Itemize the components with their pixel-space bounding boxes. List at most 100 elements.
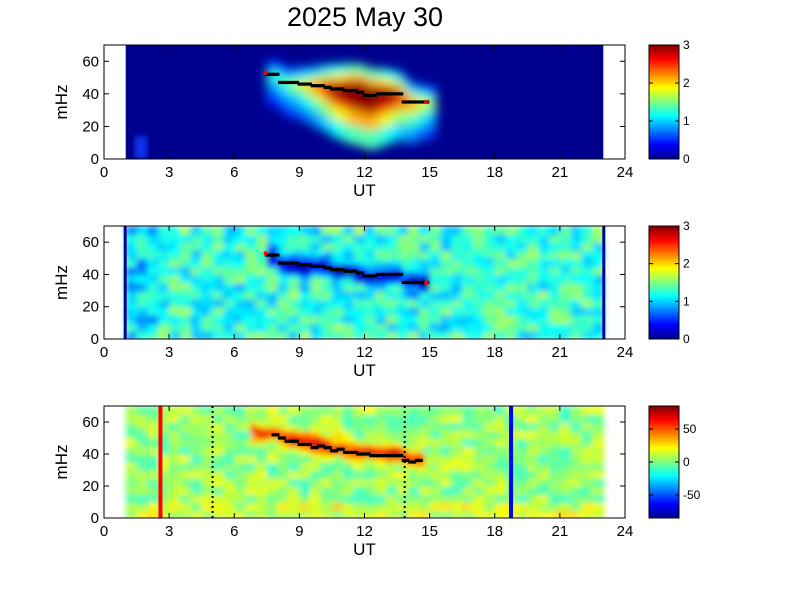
ridge-point [317, 84, 326, 88]
ridge-point [343, 89, 352, 93]
ridge-point [271, 433, 280, 437]
colorbar-gradient [648, 405, 680, 519]
colorbar-tick-label: 3 [683, 38, 690, 52]
ridge-point [382, 272, 391, 277]
ridge-point [349, 269, 358, 273]
normalized-field [125, 226, 605, 339]
ridge-point [356, 452, 365, 456]
ridge-endpoint [424, 280, 429, 285]
x-tick-label: 3 [165, 523, 173, 540]
ridge-point [343, 450, 352, 454]
ridge-markers [263, 251, 430, 285]
ridge-point [330, 267, 339, 272]
ridge-point [414, 100, 423, 104]
y-axis-label: mHz [52, 85, 71, 120]
ridge-point [304, 442, 313, 446]
y-tick-label: 40 [82, 266, 99, 283]
ridge-markers [271, 433, 423, 464]
ridge-point [304, 82, 313, 86]
colorbar-tick-label: 0 [683, 455, 690, 469]
y-axis-label: mHz [52, 265, 71, 300]
ridge-point [284, 439, 293, 443]
ridge-point [382, 454, 391, 458]
colorbar: 50 0 -50 [648, 405, 701, 519]
heatmap-area [104, 45, 625, 159]
ridge-point [264, 72, 273, 76]
data-start-edge [123, 226, 127, 339]
ridge-point [349, 89, 358, 93]
ridge-point [278, 261, 287, 265]
power-blob [266, 59, 437, 150]
x-tick-label: 21 [552, 523, 569, 540]
ridge-point [323, 85, 332, 89]
colorbar-tick-label: 1 [683, 114, 690, 128]
y-tick-label: 60 [82, 234, 99, 251]
difference-field [125, 406, 605, 518]
y-tick-label: 20 [82, 299, 99, 316]
x-tick-label: 15 [421, 523, 438, 540]
ridge-point [297, 442, 306, 446]
heatmap-area [104, 226, 625, 339]
ridge-point [343, 269, 352, 273]
x-tick-label: 21 [552, 164, 569, 181]
ridge-endpoint [263, 251, 268, 256]
x-tick-label: 0 [100, 523, 108, 540]
y-axis-label: mHz [52, 445, 71, 480]
ridge-point [297, 263, 306, 267]
colorbar: 0 1 2 3 [648, 219, 690, 346]
x-tick-label: 12 [356, 344, 373, 361]
data-end-edge [602, 226, 606, 339]
ridge-point [278, 436, 287, 440]
x-tick-label: 24 [617, 344, 634, 361]
ridge-point [395, 272, 404, 277]
y-tick-label: 20 [82, 478, 99, 495]
y-tick-label: 60 [82, 414, 99, 431]
ridge-point [284, 80, 293, 85]
ridge-point [395, 454, 404, 458]
ridge-point [395, 92, 404, 96]
colorbar-tick-label: 50 [683, 422, 697, 436]
heatmap-area [104, 406, 625, 518]
colorbar-tick-label: 2 [683, 76, 690, 90]
colorbar-tick-label: 1 [683, 294, 690, 308]
x-tick-label: 6 [230, 523, 238, 540]
ridge-point [297, 82, 306, 86]
ridge-point [356, 271, 365, 275]
end-line [509, 406, 514, 518]
ridge-point [317, 264, 326, 268]
ridge-point [362, 274, 371, 278]
x-axis-label: UT [353, 361, 376, 380]
ridge-point [278, 80, 287, 85]
ridge-point [291, 261, 300, 265]
y-tick-label: 0 [91, 151, 99, 168]
y-tick-label: 20 [82, 118, 99, 135]
x-tick-label: 12 [356, 164, 373, 181]
ridge-point [388, 92, 397, 96]
x-tick-label: 3 [165, 164, 173, 181]
x-tick-label: 3 [165, 344, 173, 361]
x-tick-label: 21 [552, 344, 569, 361]
ridge-point [408, 280, 417, 285]
colorbar-gradient [648, 225, 680, 340]
ridge-point [336, 447, 345, 451]
x-tick-label: 18 [486, 523, 503, 540]
ridge-point [362, 452, 371, 456]
ridge-point [362, 93, 371, 98]
y-tick-label: 40 [82, 446, 99, 463]
x-tick-label: 24 [617, 523, 634, 540]
start-line [158, 406, 163, 518]
ridge-point [304, 263, 313, 267]
y-tick-label: 40 [82, 86, 99, 103]
chart-panel-3: 0 3 6 9 12 15 18 21 24 0 20 40 60 UT mHz 50 0 -50 [52, 405, 701, 559]
ridge-point [323, 446, 332, 450]
ridge-point [336, 87, 345, 91]
ridge-point [291, 80, 300, 85]
colorbar-tick-label: 3 [683, 219, 690, 233]
ridge-point [388, 454, 397, 458]
ridge-point [349, 450, 358, 454]
x-tick-label: 18 [486, 164, 503, 181]
ridge-point [414, 280, 423, 285]
ridge-point [401, 458, 410, 462]
x-tick-label: 9 [295, 344, 303, 361]
